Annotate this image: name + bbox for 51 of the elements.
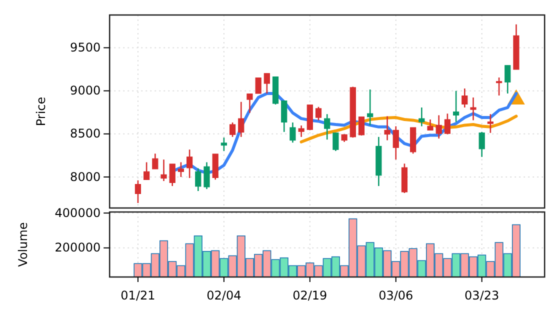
candlestick bbox=[290, 122, 296, 144]
candlestick bbox=[418, 106, 425, 127]
y-tick-label: 200000 bbox=[54, 240, 101, 255]
candlestick bbox=[281, 100, 288, 133]
candlestick bbox=[186, 148, 193, 179]
candlestick bbox=[384, 116, 390, 141]
candlestick bbox=[264, 72, 270, 94]
candlestick bbox=[246, 93, 253, 114]
y-axis-title: Price bbox=[34, 96, 48, 126]
candlestick bbox=[470, 96, 476, 121]
candlestick bbox=[324, 114, 330, 140]
candlestick bbox=[195, 168, 202, 192]
y-axis-title: Volume bbox=[16, 222, 30, 267]
candlestick bbox=[298, 124, 304, 138]
candlestick bbox=[367, 88, 374, 126]
candlestick bbox=[212, 153, 218, 180]
candlestick bbox=[427, 118, 434, 131]
candlestick bbox=[315, 106, 322, 121]
candlestick bbox=[144, 162, 150, 180]
y-tick-label: 9000 bbox=[70, 84, 101, 98]
y-tick-label: 9500 bbox=[70, 40, 101, 55]
candlestick bbox=[436, 114, 442, 140]
line-series bbox=[300, 114, 518, 144]
x-tick-label: 03/23 bbox=[464, 288, 500, 302]
candlestick bbox=[462, 88, 468, 108]
candlestick bbox=[134, 180, 142, 204]
candlestick bbox=[178, 162, 184, 178]
candlestick bbox=[453, 90, 460, 122]
candlestick bbox=[496, 76, 502, 96]
candlestick bbox=[220, 136, 227, 152]
candlestick bbox=[478, 131, 485, 158]
x-tick-label: 02/04 bbox=[206, 288, 242, 302]
candlestick bbox=[444, 112, 451, 135]
candlestick bbox=[504, 64, 511, 94]
candlestick bbox=[160, 158, 167, 182]
candlestick bbox=[358, 116, 365, 136]
candlestick bbox=[487, 114, 494, 134]
candlestick bbox=[238, 101, 244, 138]
candlestick bbox=[255, 78, 262, 94]
candlestick bbox=[229, 122, 236, 138]
candlestick bbox=[332, 132, 339, 152]
candlestick bbox=[392, 126, 399, 160]
y-tick-label: 8500 bbox=[70, 126, 101, 141]
x-tick-label: 02/19 bbox=[292, 288, 328, 302]
x-tick-label: 03/06 bbox=[378, 288, 414, 302]
candlestick bbox=[152, 152, 158, 170]
y-tick-label: 400000 bbox=[54, 206, 101, 220]
candlestick bbox=[169, 163, 176, 187]
y-tick-label: 8000 bbox=[70, 170, 101, 184]
x-tick-label: 01/21 bbox=[120, 288, 156, 302]
candlestick bbox=[204, 162, 210, 190]
